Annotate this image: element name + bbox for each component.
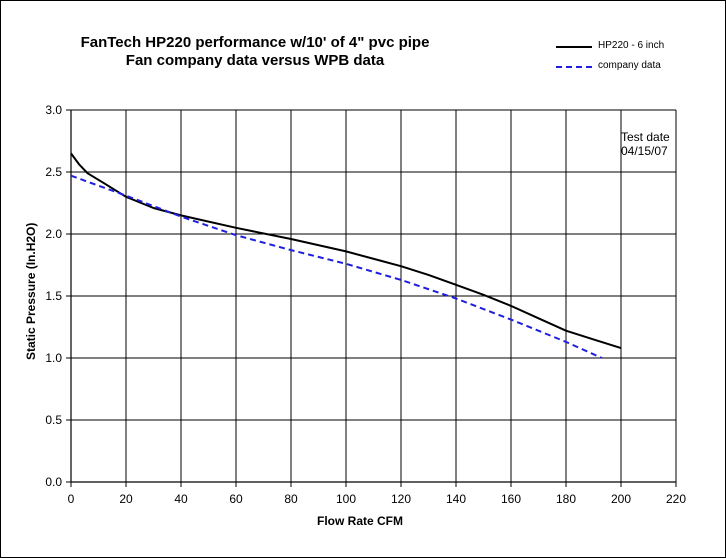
x-tick-label: 120: [391, 492, 411, 506]
x-tick-label: 20: [119, 492, 133, 506]
y-tick-label: 1.5: [45, 289, 62, 303]
series-line-hp220: [70, 152, 622, 350]
legend-swatch-solid: [556, 46, 592, 48]
annotation-line-1: Test date: [621, 130, 670, 144]
x-axis-label: Flow Rate CFM: [317, 514, 403, 528]
x-tick-label: 200: [611, 492, 631, 506]
chart-subtitle: Fan company data versus WPB data: [125, 52, 385, 69]
legend-swatch-dashed: [556, 66, 592, 68]
x-tick-label: 0: [68, 492, 75, 506]
x-tick-label: 220: [666, 492, 686, 506]
y-tick-label: 0.0: [45, 475, 62, 489]
test-date-annotation: Test date 04/15/07: [621, 130, 670, 158]
x-tick-label: 60: [229, 492, 243, 506]
y-tick-label: 1.0: [45, 351, 62, 365]
x-tick-label: 140: [446, 492, 466, 506]
y-tick-label: 3.0: [45, 103, 62, 117]
x-tick-label: 180: [556, 492, 576, 506]
x-tick-label: 100: [336, 492, 356, 506]
x-tick-label: 40: [174, 492, 188, 506]
legend-label-company: company data: [598, 60, 661, 71]
y-tick-label: 2.0: [45, 227, 62, 241]
x-tick-label: 80: [284, 492, 298, 506]
y-tick-label: 2.5: [45, 165, 62, 179]
series-line-company-data: [70, 174, 603, 359]
chart-title: FanTech HP220 performance w/10' of 4" pv…: [80, 34, 430, 51]
annotation-line-2: 04/15/07: [621, 144, 668, 158]
y-tick-label: 0.5: [45, 413, 62, 427]
x-tick-label: 160: [501, 492, 521, 506]
chart-title-block: FanTech HP220 performance w/10' of 4" pv…: [40, 34, 470, 70]
legend-label-hp220: HP220 - 6 inch: [598, 40, 665, 51]
